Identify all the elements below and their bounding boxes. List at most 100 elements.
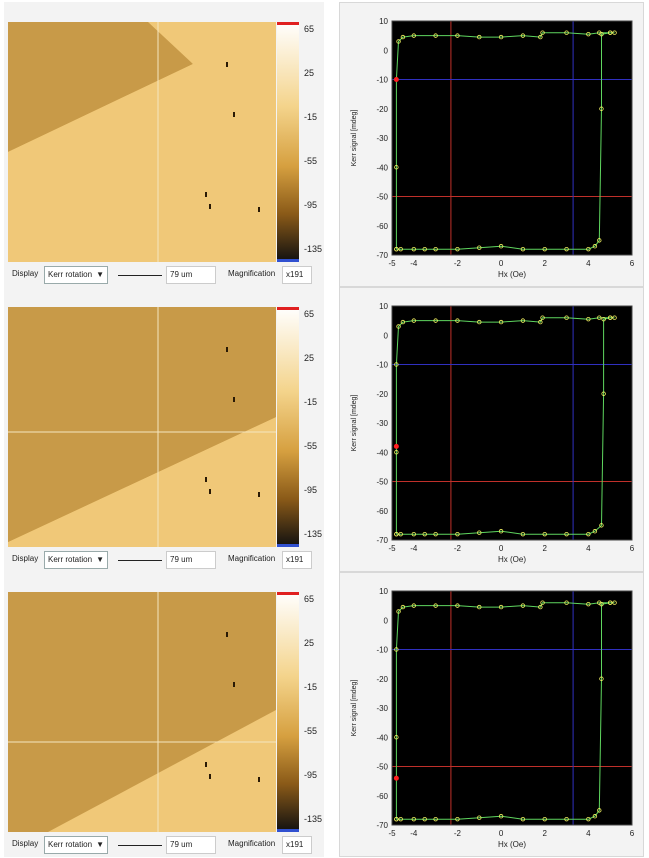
defect-spot bbox=[209, 204, 211, 209]
defect-spot bbox=[205, 762, 207, 767]
data-point bbox=[540, 315, 545, 320]
data-point bbox=[455, 531, 460, 537]
display-select[interactable]: Kerr rotation ▼ bbox=[44, 551, 108, 569]
data-point bbox=[586, 816, 591, 822]
kerr-image[interactable] bbox=[8, 307, 276, 547]
image-pane: 65 25 -15 -55 -95 -135 Display Kerr rotation … bbox=[4, 287, 324, 572]
colorbar-tick-label: 25 bbox=[304, 353, 315, 363]
chevron-down-icon: ▼ bbox=[96, 555, 104, 564]
x-tick-label: -2 bbox=[454, 259, 462, 268]
display-toolbar: Display Kerr rotation ▼ 79 um Magnificat… bbox=[8, 836, 318, 854]
data-point bbox=[400, 319, 406, 325]
scale-bar bbox=[118, 845, 162, 846]
x-axis-label: Hx (Oe) bbox=[498, 555, 526, 564]
y-tick-label: -10 bbox=[376, 361, 388, 370]
defect-spot bbox=[258, 777, 260, 782]
y-tick-label: -40 bbox=[376, 733, 388, 742]
y-axis-label: Kerr signal [mdeg] bbox=[351, 110, 358, 167]
x-tick-label: 0 bbox=[499, 829, 504, 838]
y-tick-label: -20 bbox=[376, 105, 388, 114]
data-point bbox=[564, 30, 569, 35]
scale-value-box: 79 um bbox=[166, 551, 216, 569]
x-tick-label: -2 bbox=[454, 544, 462, 553]
data-point bbox=[586, 601, 591, 607]
colorbar-gradient bbox=[277, 592, 299, 832]
data-point bbox=[612, 315, 617, 320]
display-select[interactable]: Kerr rotation ▼ bbox=[44, 266, 108, 284]
defect-spot bbox=[233, 397, 235, 402]
colorbar-tick-label: -135 bbox=[304, 814, 323, 824]
y-tick-label: -70 bbox=[376, 821, 388, 830]
magnification-value: x191 bbox=[286, 840, 304, 849]
data-point bbox=[433, 33, 438, 38]
y-tick-label: 10 bbox=[379, 587, 388, 596]
colorbar-max-handle[interactable] bbox=[277, 307, 299, 310]
bright-domain-region bbox=[48, 710, 276, 832]
magnification-label: Magnification bbox=[228, 554, 276, 563]
chevron-down-icon: ▼ bbox=[96, 840, 104, 849]
data-point bbox=[498, 34, 504, 40]
data-point bbox=[520, 531, 526, 537]
data-point bbox=[607, 600, 613, 605]
hysteresis-chart-pane: -5 -4 -2 0 2 4 6 10 0 -10 -20 -30 -40 -50 -60 -70 Hx (Oe… bbox=[339, 2, 644, 287]
colorbar-max-handle[interactable] bbox=[277, 592, 299, 595]
display-select-value: Kerr rotation bbox=[48, 840, 93, 849]
image-pane: 65 25 -15 -55 -95 -135 Display Kerr rotation … bbox=[4, 2, 324, 287]
data-point bbox=[455, 33, 460, 38]
y-tick-label: -60 bbox=[376, 792, 388, 801]
y-tick-label: 0 bbox=[384, 46, 389, 55]
x-tick-label: -5 bbox=[388, 829, 396, 838]
colorbar-tick-label: -135 bbox=[304, 529, 323, 539]
data-point bbox=[455, 816, 460, 822]
hysteresis-branch-2 bbox=[396, 32, 611, 250]
x-tick-label: 4 bbox=[586, 259, 591, 268]
data-point bbox=[601, 316, 606, 322]
data-point bbox=[394, 531, 399, 537]
colorbar-tick-label: -135 bbox=[304, 244, 323, 254]
data-point bbox=[477, 530, 482, 535]
scale-value: 79 um bbox=[170, 840, 193, 849]
magnification-value: x191 bbox=[286, 555, 304, 564]
display-toolbar: Display Kerr rotation ▼ 79 um Magnificat… bbox=[8, 551, 318, 569]
x-tick-label: 4 bbox=[586, 544, 591, 553]
scale-value-box: 79 um bbox=[166, 836, 216, 854]
data-point bbox=[597, 315, 602, 320]
plot-area bbox=[392, 591, 632, 825]
scale-value: 79 um bbox=[170, 555, 193, 564]
data-point bbox=[586, 246, 591, 252]
colorbar-gradient bbox=[277, 307, 299, 547]
y-tick-label: 0 bbox=[384, 331, 389, 340]
data-point bbox=[520, 246, 526, 252]
plot-frame bbox=[391, 20, 633, 256]
colorbar-min-handle[interactable] bbox=[277, 259, 299, 262]
y-axis-label: Kerr signal [mdeg] bbox=[351, 680, 358, 737]
defect-spot bbox=[209, 489, 211, 494]
x-tick-label: 0 bbox=[499, 259, 504, 268]
y-tick-label: -20 bbox=[376, 675, 388, 684]
display-label: Display bbox=[12, 554, 39, 563]
x-tick-label: 2 bbox=[543, 544, 548, 553]
data-point bbox=[477, 815, 482, 820]
scale-value-box: 79 um bbox=[166, 266, 216, 284]
hysteresis-chart-pane: -5 -4 -2 0 2 4 6 10 0 -10 -20 -30 -40 -50 -60 -70 Hx (Oe… bbox=[339, 572, 644, 857]
kerr-image[interactable] bbox=[8, 22, 276, 262]
data-point bbox=[599, 676, 604, 681]
defect-spot bbox=[226, 62, 228, 67]
y-tick-label: 10 bbox=[379, 302, 388, 311]
magnification-label: Magnification bbox=[228, 269, 276, 278]
colorbar-min-handle[interactable] bbox=[277, 544, 299, 547]
data-point bbox=[398, 246, 403, 252]
x-tick-label: -4 bbox=[410, 829, 418, 838]
colorbar-min-handle[interactable] bbox=[277, 829, 299, 832]
x-tick-label: 0 bbox=[499, 544, 504, 553]
y-tick-label: -40 bbox=[376, 163, 388, 172]
colorbar-max-handle[interactable] bbox=[277, 22, 299, 25]
kerr-image[interactable] bbox=[8, 592, 276, 832]
data-point bbox=[400, 604, 406, 610]
display-select[interactable]: Kerr rotation ▼ bbox=[44, 836, 108, 854]
data-point bbox=[542, 246, 547, 252]
data-point bbox=[498, 319, 504, 325]
